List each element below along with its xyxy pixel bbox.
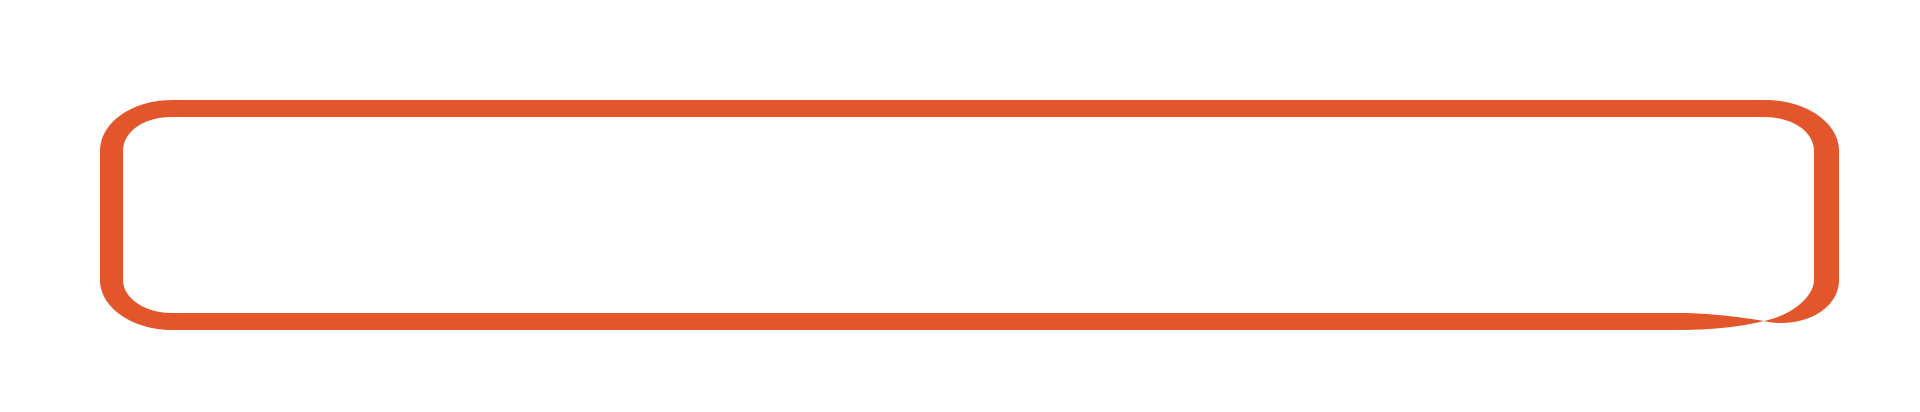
rectangle-stroke-band [100, 100, 1839, 330]
